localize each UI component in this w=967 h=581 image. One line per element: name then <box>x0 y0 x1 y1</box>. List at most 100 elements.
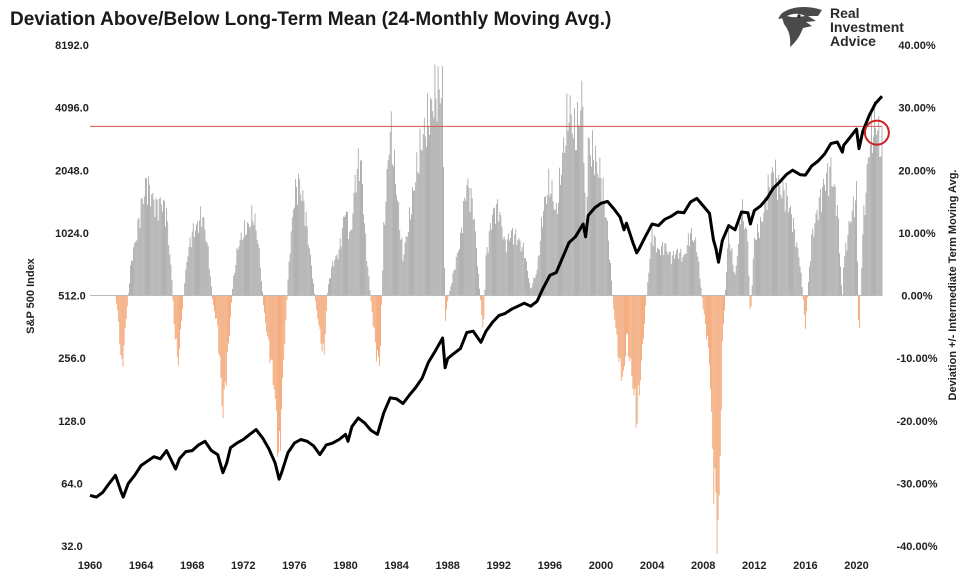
deviation-bar <box>573 108 575 296</box>
deviation-bar <box>167 221 169 296</box>
deviation-bar <box>365 233 367 296</box>
deviation-bar <box>363 214 364 296</box>
deviation-bar <box>378 295 379 357</box>
deviation-bar <box>559 167 560 296</box>
deviation-bar <box>152 193 154 296</box>
x-tick-label: 1964 <box>129 560 154 572</box>
deviation-bar <box>723 295 724 325</box>
deviation-bar <box>492 214 493 296</box>
deviation-bar <box>585 231 587 296</box>
deviation-bar <box>139 228 141 296</box>
deviation-bar <box>347 211 348 296</box>
deviation-bar <box>878 116 880 296</box>
deviation-bar <box>172 295 174 301</box>
deviation-bar <box>289 253 291 296</box>
deviation-bar <box>754 239 756 296</box>
deviation-bar <box>494 207 495 296</box>
deviation-bar <box>286 295 288 301</box>
deviation-bar <box>664 243 666 296</box>
deviation-bar <box>493 208 494 296</box>
deviation-bar <box>800 272 802 296</box>
left-tick-label: 128.0 <box>58 416 86 428</box>
deviation-bar <box>254 213 256 296</box>
deviation-bar <box>275 295 277 411</box>
deviation-bar <box>168 245 170 296</box>
deviation-bar <box>809 266 810 296</box>
deviation-bar <box>148 176 149 296</box>
deviation-bar <box>482 295 484 328</box>
deviation-bar <box>274 295 276 399</box>
deviation-bar <box>634 295 636 389</box>
deviation-bar <box>595 145 597 296</box>
deviation-bar <box>386 168 388 296</box>
deviation-bar <box>399 229 401 296</box>
deviation-bar <box>570 114 572 296</box>
deviation-bar <box>417 171 419 296</box>
deviation-bar <box>296 186 297 296</box>
deviation-bar <box>530 288 532 296</box>
deviation-bar <box>253 225 255 296</box>
deviation-bar <box>653 234 655 296</box>
deviation-bar <box>250 226 252 296</box>
deviation-bar <box>696 252 698 296</box>
deviation-bar <box>141 198 143 296</box>
deviation-bar <box>778 174 780 296</box>
deviation-bar <box>533 277 535 296</box>
deviation-bar <box>597 173 599 296</box>
deviation-bar <box>155 198 157 296</box>
deviation-bar <box>198 232 199 296</box>
deviation-bar <box>758 232 759 296</box>
deviation-bar <box>602 178 604 296</box>
deviation-bar <box>456 253 458 296</box>
deviation-bar <box>329 278 330 296</box>
deviation-bar <box>517 239 519 296</box>
deviation-bar <box>265 295 267 324</box>
deviation-bar <box>709 295 710 365</box>
deviation-bar <box>324 295 326 334</box>
deviation-bar <box>151 194 153 296</box>
deviation-bar <box>780 194 782 296</box>
deviation-bar <box>538 255 540 296</box>
deviation-bar <box>668 251 670 296</box>
deviation-bar <box>192 223 194 296</box>
deviation-bar <box>721 295 723 342</box>
deviation-bar <box>544 197 545 296</box>
deviation-bar <box>348 238 350 296</box>
deviation-bar <box>362 183 363 296</box>
x-tick-label: 2012 <box>742 560 766 572</box>
deviation-bar <box>725 289 726 296</box>
deviation-bar <box>471 198 473 296</box>
deviation-bar <box>497 199 499 296</box>
deviation-bar <box>130 265 131 296</box>
deviation-bar <box>413 190 414 296</box>
deviation-bar <box>422 134 424 296</box>
deviation-bar <box>633 295 635 396</box>
deviation-bar <box>124 295 126 329</box>
deviation-bar <box>480 295 482 301</box>
deviation-bar <box>169 254 171 296</box>
deviation-bar <box>787 212 789 296</box>
deviation-bar <box>584 192 586 296</box>
deviation-bar <box>118 295 120 323</box>
deviation-bar <box>523 258 525 296</box>
deviation-bar <box>249 227 251 296</box>
deviation-bar <box>726 272 727 296</box>
deviation-bar <box>807 295 808 298</box>
deviation-bar <box>160 204 162 296</box>
deviation-bar <box>209 276 211 296</box>
deviation-bar <box>507 233 509 296</box>
deviation-bar <box>865 192 867 296</box>
deviation-bar <box>765 201 767 296</box>
deviation-bar <box>278 295 279 453</box>
deviation-bar <box>298 173 300 296</box>
deviation-bar <box>370 295 372 302</box>
deviation-bar <box>703 295 705 315</box>
deviation-bar <box>512 227 513 296</box>
deviation-bar <box>483 295 485 320</box>
deviation-bar <box>466 185 468 296</box>
deviation-bar <box>337 259 339 296</box>
deviation-bar <box>769 195 771 296</box>
deviation-bar <box>669 251 671 296</box>
x-axis-ticks: 1960 1964 1968 1972 1976 1980 1984 1988 1992 1996… <box>78 560 869 572</box>
deviation-bar <box>177 295 179 366</box>
